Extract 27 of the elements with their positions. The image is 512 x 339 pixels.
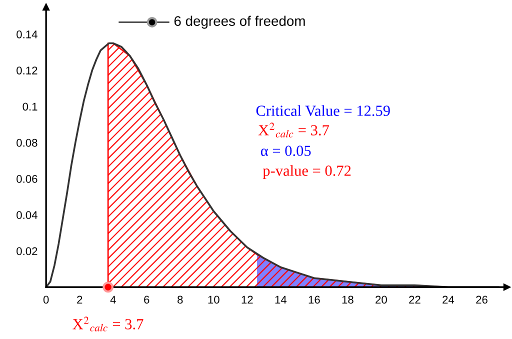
x-tick-label: 20	[376, 296, 387, 304]
x-tick-label: 26	[476, 296, 488, 304]
x-tick-label: 18	[342, 296, 354, 304]
x-tick-label: 10	[208, 296, 220, 304]
x-tick-label: 0	[43, 296, 49, 304]
x-tick-label: 22	[409, 296, 420, 304]
x-tick-label: 24	[442, 296, 454, 304]
y-tick-label: 0.12	[16, 66, 38, 74]
x-tick-label: 16	[308, 296, 320, 304]
x-tick-label: 2	[77, 296, 82, 304]
x-tick-label: 6	[144, 296, 150, 304]
annotation: α = 0.05	[260, 146, 311, 156]
annotation: 6 degrees of freedom	[174, 16, 305, 29]
y-tick-label: 0.08	[16, 138, 38, 147]
x-tick-label: 8	[178, 296, 183, 304]
annotation: Critical Value = 12.59	[256, 105, 390, 116]
y-tick-label: 0.02	[16, 247, 38, 256]
y-tick-label: 0.1	[22, 102, 38, 111]
y-tick-label: 0.04	[16, 211, 38, 220]
x-tick-label: 12	[242, 296, 253, 304]
y-tick-label: 0.06	[16, 175, 38, 183]
x-tick-label: 4	[110, 296, 116, 304]
annotation: X$^{2}$$_{calc}$ = 3.7	[258, 122, 329, 138]
annotation: p-value = 0.72	[262, 165, 351, 179]
x-tick-label: 14	[275, 296, 287, 304]
annotation: X$^{2}$$_{calc}$ = 3.7	[72, 316, 144, 332]
y-tick-label: 0.14	[16, 30, 38, 38]
